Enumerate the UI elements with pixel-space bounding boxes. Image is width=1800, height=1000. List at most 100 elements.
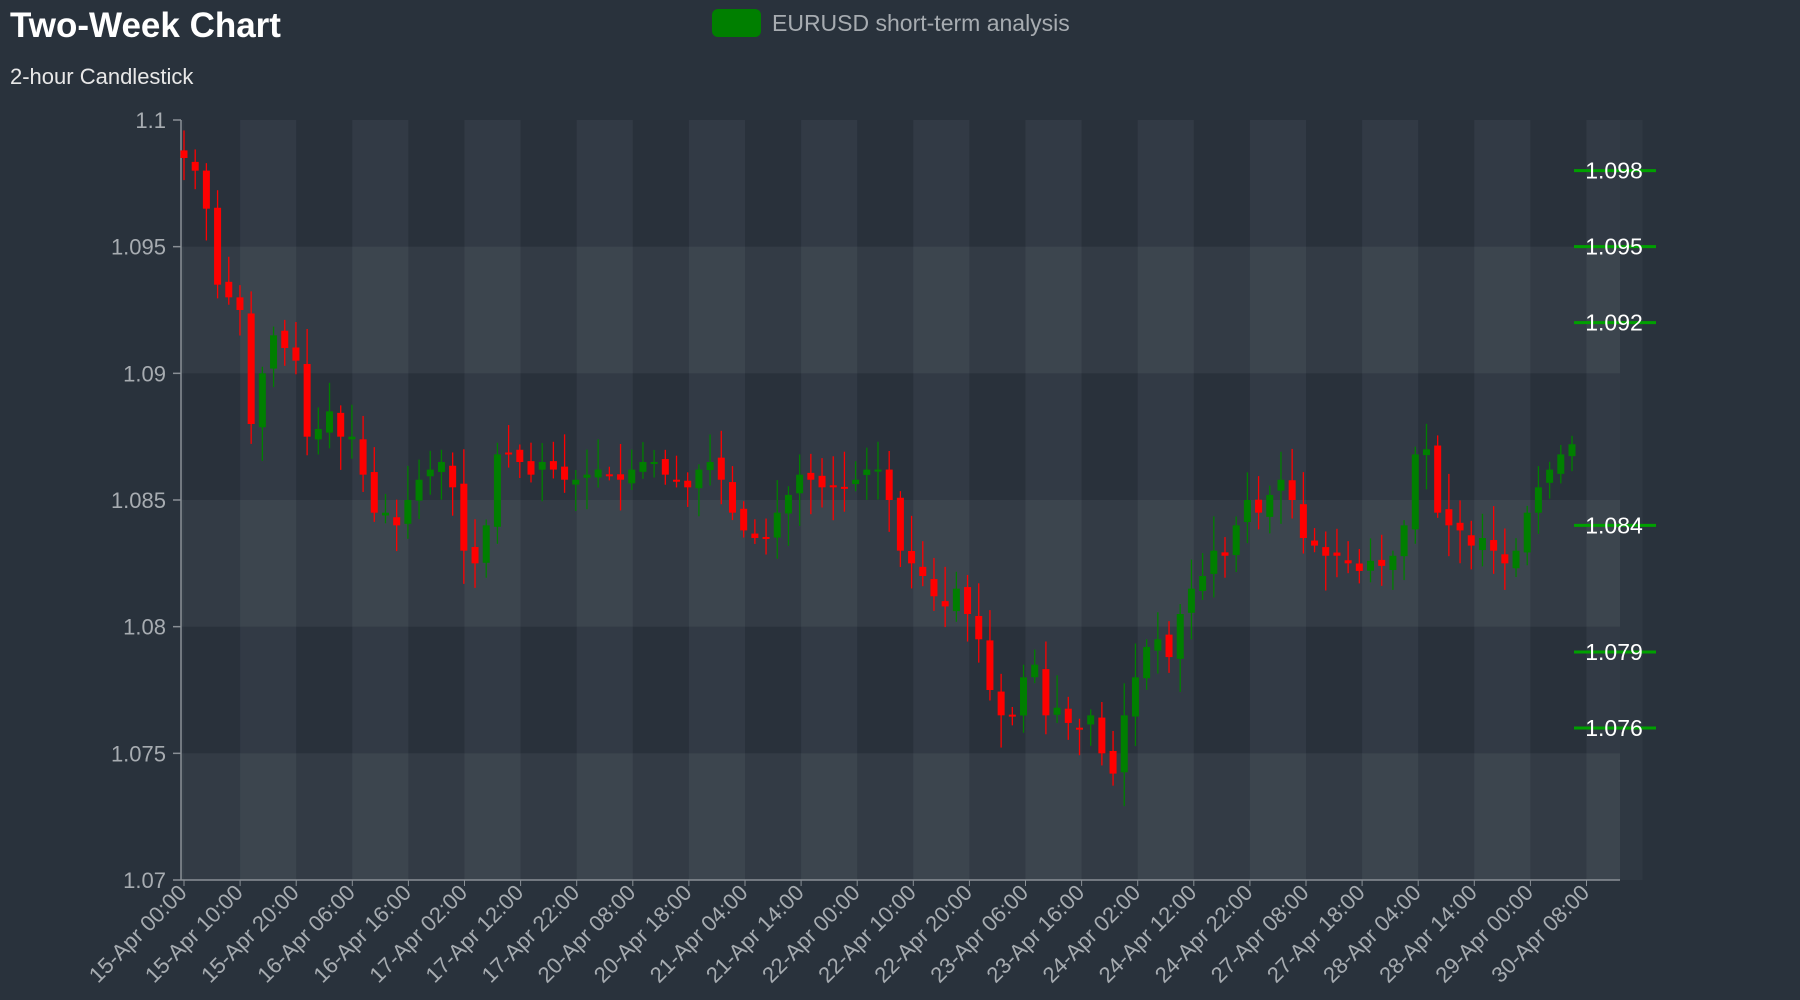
candle-body	[796, 474, 804, 494]
candle-body	[1512, 550, 1520, 569]
candle-body	[605, 474, 613, 477]
x-band	[1193, 120, 1250, 880]
candle-body	[941, 601, 949, 607]
x-band	[184, 120, 241, 880]
x-band	[1474, 120, 1530, 880]
level-label: 1.084	[1585, 512, 1643, 538]
candle-body	[829, 485, 837, 488]
candle-body	[191, 161, 199, 171]
candle-body	[852, 479, 860, 484]
candle-body	[1232, 525, 1240, 556]
candle-body	[1333, 552, 1341, 556]
y-tick-label: 1.1	[135, 108, 166, 133]
candle-body	[1053, 707, 1061, 715]
candle-body	[1299, 504, 1307, 538]
candle-body	[706, 462, 714, 471]
candle-body	[807, 472, 815, 480]
y-band	[181, 373, 1620, 500]
x-band	[913, 120, 969, 880]
y-band	[181, 120, 1620, 247]
candle-body	[482, 525, 490, 563]
candle-body	[1277, 479, 1285, 491]
x-band	[520, 120, 577, 880]
candle-body	[964, 587, 972, 614]
candle-body	[1154, 639, 1162, 651]
candle-body	[549, 461, 557, 470]
candle-body	[695, 469, 703, 489]
candle-body	[1199, 576, 1207, 591]
x-tick-label: 30-Apr 08:00	[1486, 880, 1594, 988]
candle-body	[538, 462, 546, 470]
candle-body	[1131, 677, 1139, 717]
candle-body	[1075, 727, 1083, 730]
x-band	[465, 120, 521, 880]
y-tick-label: 1.09	[123, 361, 166, 386]
candle-body	[1378, 559, 1386, 566]
candle-body	[1221, 552, 1229, 556]
candle-body	[1434, 445, 1442, 513]
legend-swatch-icon	[712, 9, 761, 37]
candle-body	[997, 691, 1005, 716]
candle-body	[292, 347, 300, 361]
axes	[173, 119, 1620, 886]
candle-body	[818, 475, 826, 488]
candle-body	[1120, 715, 1128, 773]
legend-label: EURUSD short-term analysis	[772, 9, 1070, 36]
candle-body	[661, 459, 669, 475]
candle-body	[1546, 469, 1554, 483]
candle-body	[1557, 454, 1565, 474]
candle-body	[1109, 750, 1117, 774]
candle-body	[1478, 538, 1486, 551]
x-band	[632, 120, 689, 880]
candle-body	[1165, 634, 1173, 658]
x-band	[240, 120, 296, 880]
legend[interactable]: EURUSD short-term analysis	[712, 9, 1070, 37]
candle-body	[303, 364, 311, 437]
candle-body	[1367, 560, 1375, 571]
candle-body	[449, 465, 457, 488]
candle-body	[1411, 454, 1419, 530]
x-band	[969, 120, 1026, 880]
candle-body	[908, 551, 916, 564]
candle-body	[840, 486, 848, 489]
candle-body	[1087, 715, 1095, 725]
candle-body	[617, 474, 625, 480]
x-band	[1138, 120, 1194, 880]
candle-body	[370, 472, 378, 513]
candle-body	[896, 497, 904, 551]
y-tick-label: 1.095	[111, 235, 166, 260]
candle-body	[258, 373, 266, 428]
candle-body	[1210, 550, 1218, 574]
candle-body	[426, 469, 434, 477]
candle-body	[1266, 494, 1274, 517]
candle-body	[1255, 499, 1263, 513]
candle-body	[381, 512, 389, 516]
candles	[180, 130, 1576, 807]
level-label: 1.098	[1585, 158, 1643, 184]
candle-body	[1534, 487, 1542, 513]
candle-body	[1568, 444, 1576, 457]
candle-body	[1176, 614, 1184, 659]
candle-body	[404, 500, 412, 524]
candle-body	[740, 508, 748, 531]
x-band	[801, 120, 857, 880]
candle-body	[1445, 509, 1453, 526]
candle-body	[270, 335, 278, 369]
candle-body	[180, 150, 188, 158]
candle-body	[527, 461, 535, 475]
candle-body	[1322, 547, 1330, 556]
level-label: 1.095	[1585, 234, 1643, 260]
candle-body	[1422, 449, 1430, 456]
y-tick-label: 1.08	[123, 615, 166, 640]
candle-body	[471, 547, 479, 564]
candle-body	[1389, 555, 1397, 570]
x-band	[352, 120, 408, 880]
candle-body	[1501, 554, 1509, 564]
level-lines: 1.098 1.095 1.092 1.084 1.079 1.076	[1574, 158, 1656, 741]
candle-body	[359, 439, 367, 475]
candle-body	[628, 469, 636, 484]
candle-body	[236, 297, 244, 310]
candle-body	[650, 462, 658, 464]
x-band	[857, 120, 914, 880]
candle-body	[247, 313, 255, 424]
